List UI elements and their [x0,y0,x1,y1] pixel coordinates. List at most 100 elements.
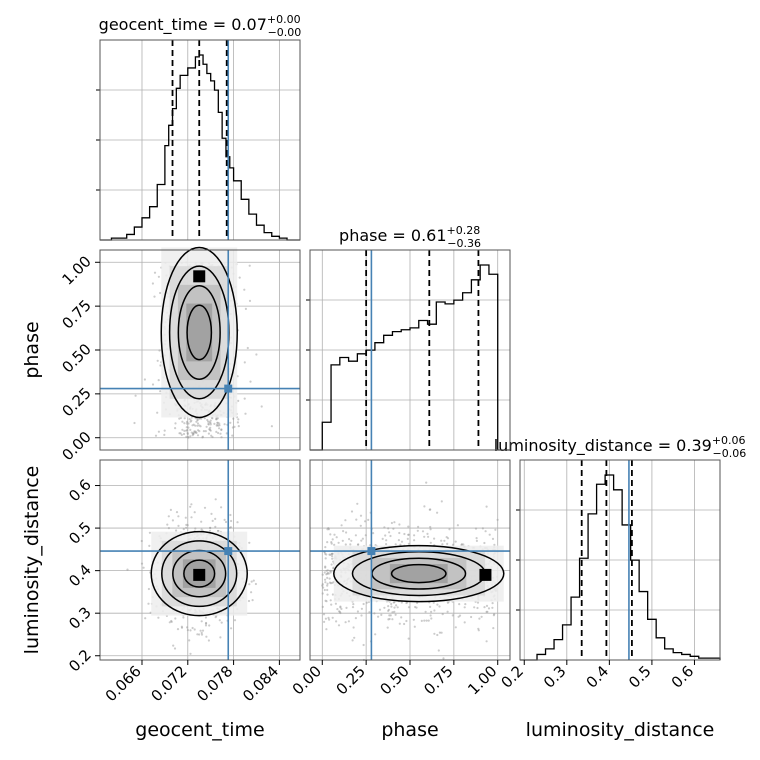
sample-point [157,379,160,382]
sample-point [218,422,221,425]
sample-point [229,513,232,517]
sample-point [325,569,328,572]
sample-point [325,553,328,556]
contour-1 [160,246,238,419]
density-luminosity_distance_vs_geocent_time [126,498,257,655]
contour-3 [177,284,221,380]
sample-point [182,616,185,619]
sample-point [215,424,218,427]
sample-point [220,436,223,439]
sample-point [352,626,355,629]
sample-point [388,614,391,617]
sample-point [209,526,212,530]
sample-point [383,526,386,529]
sample-point [325,573,328,576]
sample-point [393,610,396,613]
sample-point [325,628,328,631]
sample-point [331,581,334,585]
sample-point [236,421,239,424]
sample-point [153,271,157,274]
sample-point [335,536,338,539]
sample-point [196,422,200,425]
title-text: luminosity_distance = 0.39 [494,436,712,456]
sample-point [176,628,180,631]
sample-point [367,518,370,522]
sample-point [492,627,495,630]
title-geocent-time: geocent_time = 0.07+0.00 −0.00 [99,13,302,39]
sample-point [493,613,496,616]
sample-point [398,523,401,526]
sample-point [153,295,156,298]
sample-point [171,519,174,522]
sample-point [170,619,173,623]
sample-point [448,528,451,531]
sample-point [330,603,333,606]
title-text: geocent_time = 0.07 [99,15,267,35]
sample-point [443,539,446,542]
sample-point [486,610,489,613]
sample-point [483,606,486,609]
sample-point [398,622,401,625]
sample-point [175,529,178,532]
tick-label-y-luminosity_distance: 0.2 [65,646,95,676]
sample-point [208,529,212,533]
sample-point [191,626,194,630]
sample-point [324,565,327,568]
sample-point [331,555,334,558]
sample-point [321,573,324,576]
sample-point [331,616,334,619]
sample-point [398,531,401,535]
title-minus: −0.00 [268,26,302,39]
contour-2 [161,540,238,608]
sample-point [214,525,217,529]
panel-frame [99,39,301,241]
sample-point [211,435,214,439]
sample-point [248,583,251,586]
sample-point [210,512,213,516]
sample-point [182,432,186,436]
density-luminosity_distance_vs_phase [321,481,505,662]
sample-point [372,532,375,535]
sample-point [167,515,170,518]
sample-point [429,605,432,609]
sample-point [385,539,388,542]
sample-point [322,586,325,589]
sample-point [329,599,332,602]
sample-point [391,611,394,614]
sample-point [484,530,487,533]
contour-1 [333,544,505,603]
sample-point [454,540,457,543]
sample-point [185,420,189,423]
sample-point [175,510,179,514]
sample-point [181,420,184,423]
sample-point [205,635,208,638]
sample-point [335,620,338,623]
sample-point [359,524,362,527]
sample-point [334,602,337,605]
sample-point [331,538,334,541]
sample-point [386,626,389,629]
sample-point [360,607,363,610]
title-phase: phase = 0.61+0.28 −0.36 [339,224,481,250]
sample-point [172,644,175,647]
sample-point [220,428,223,431]
sample-point [201,629,205,632]
tick-label-y-phase: 0.50 [58,340,94,376]
sample-point [436,633,439,637]
sample-point [380,613,383,617]
density-peak [193,270,206,283]
sample-point [144,617,147,620]
sample-point [332,560,335,563]
sample-point [185,526,188,529]
sample-point [216,421,219,424]
sample-point [341,539,344,542]
sample-point [478,617,481,620]
sample-point [387,605,390,608]
sample-point [476,601,480,604]
sample-point [208,624,211,627]
sample-point [429,508,432,511]
sample-point [339,611,342,615]
sample-point [427,535,430,538]
sample-point [360,539,363,542]
sample-point [157,275,160,278]
